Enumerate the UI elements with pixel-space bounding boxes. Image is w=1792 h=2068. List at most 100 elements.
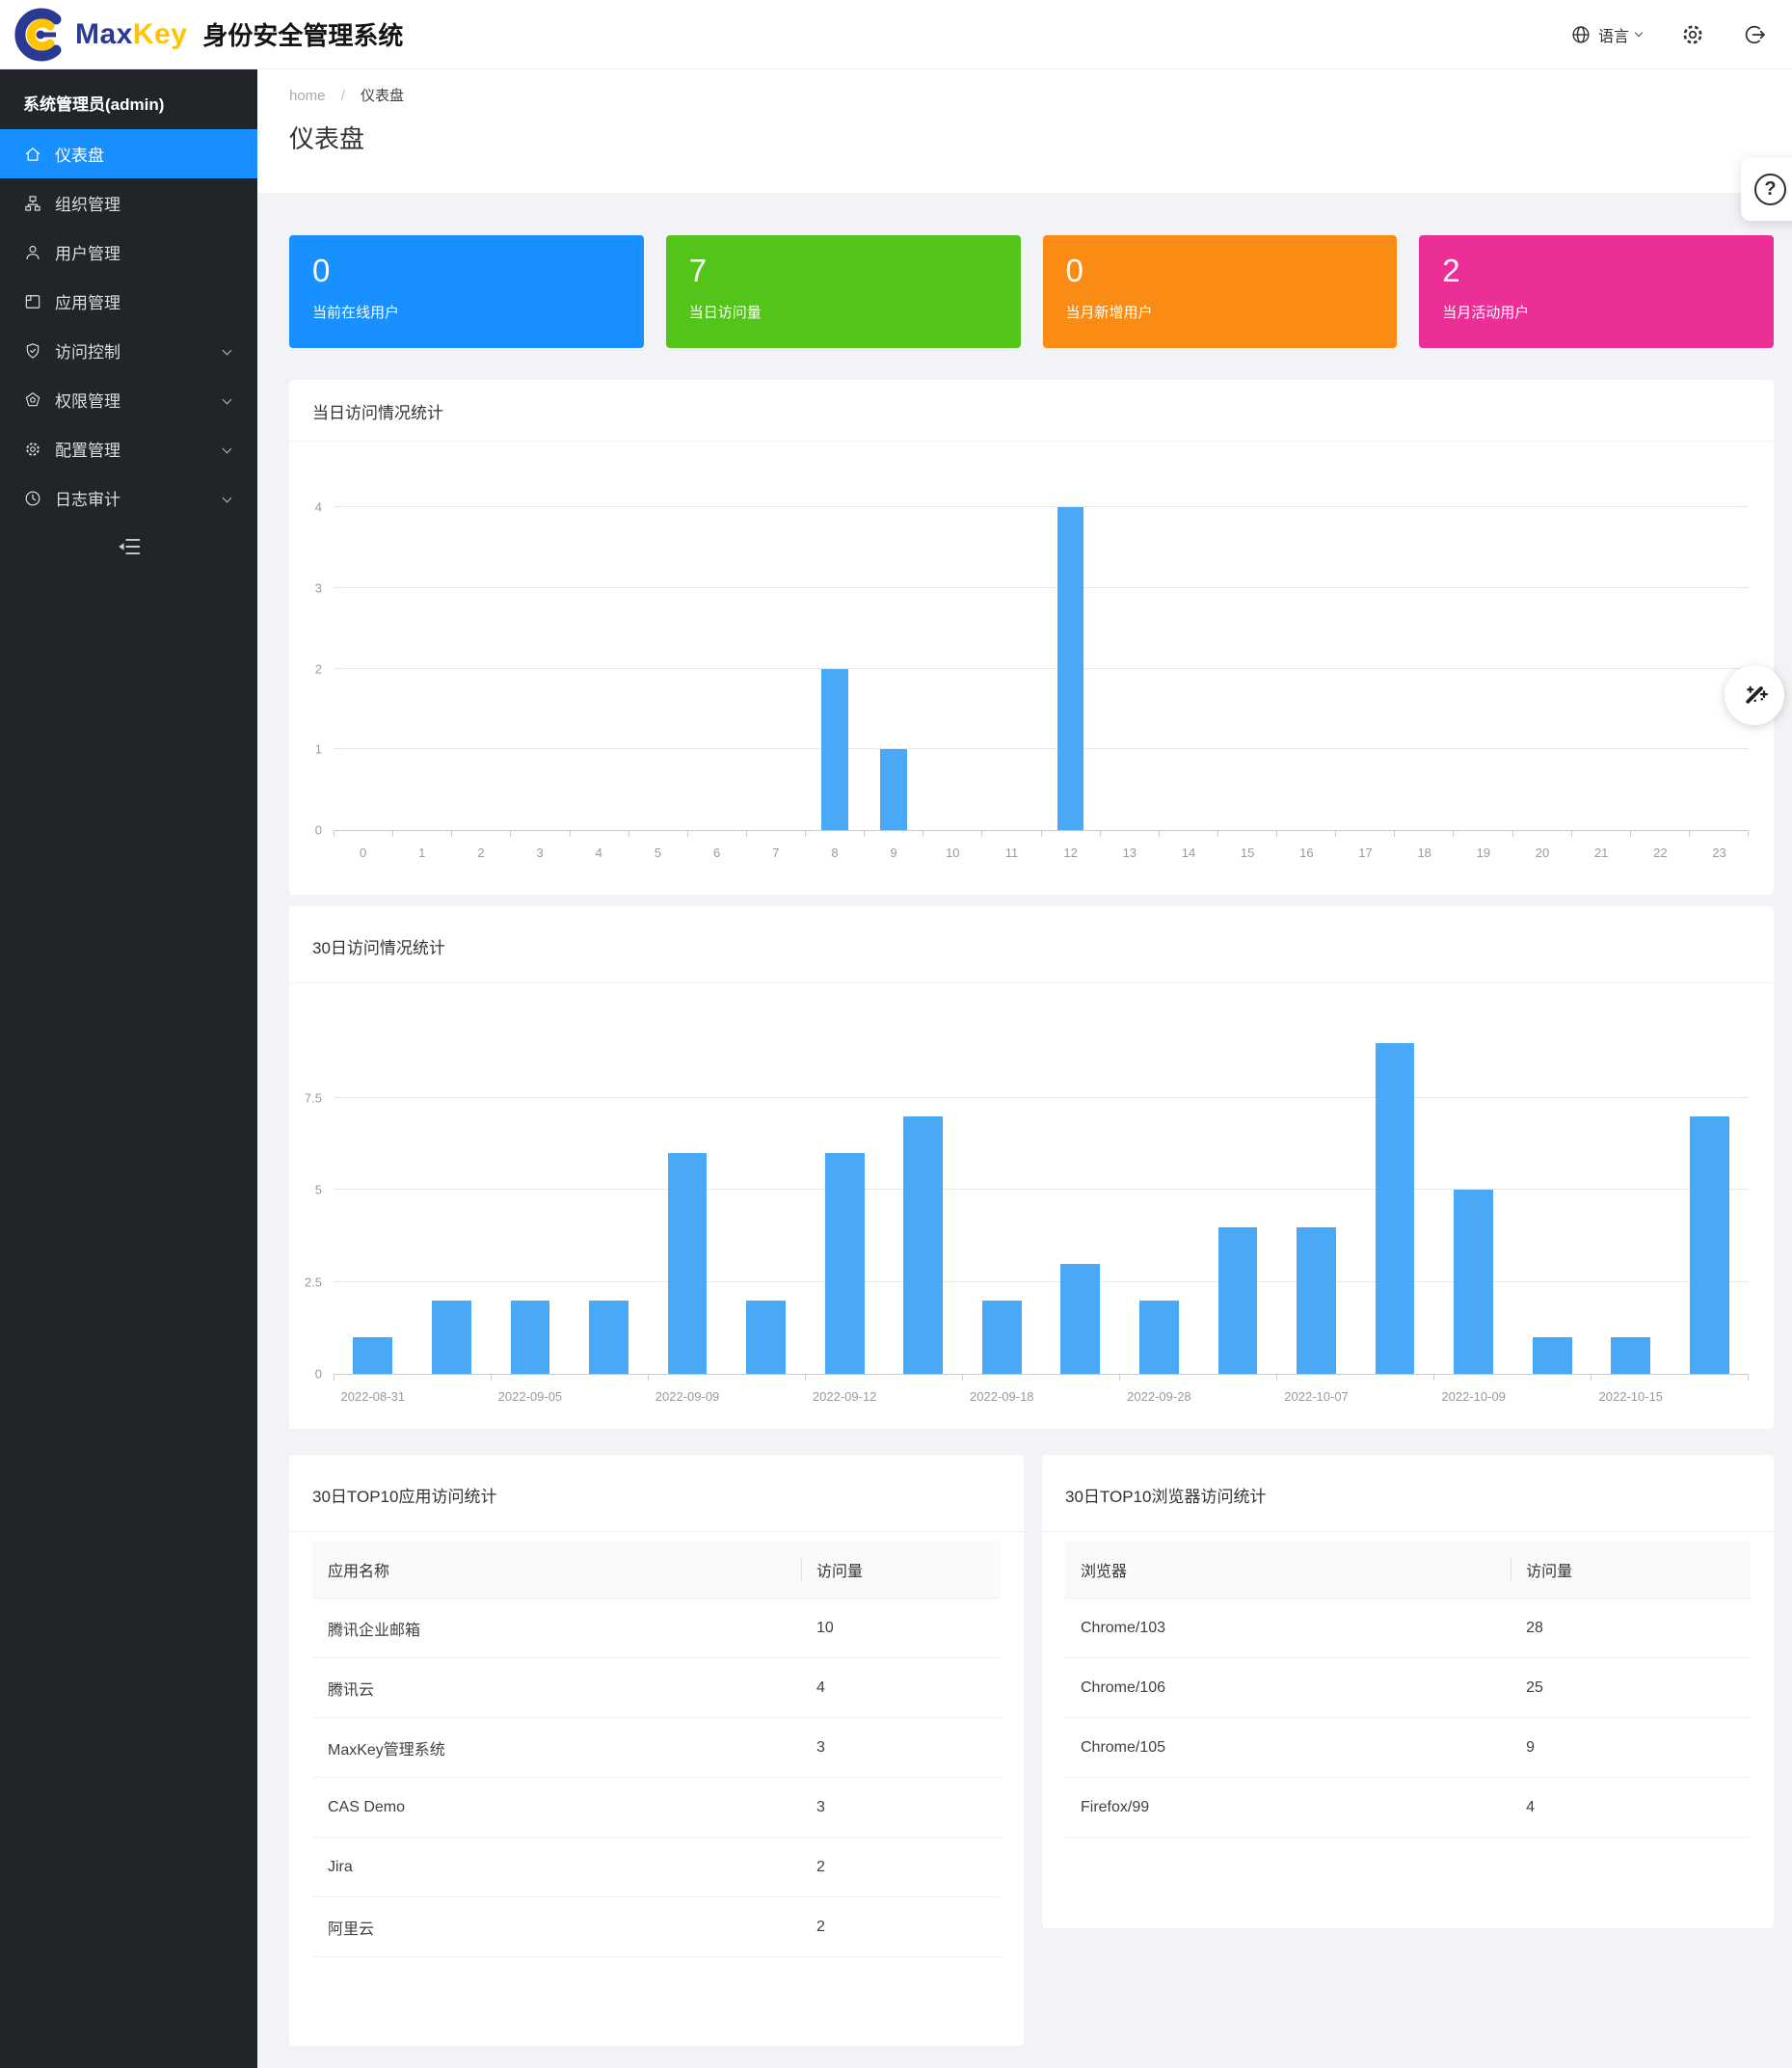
x-axis-labels: 2022-08-31 2022-09-05 2022-09-09 2022-09-12…: [334, 1381, 1749, 1404]
sidebar-item-users[interactable]: 用户管理: [0, 228, 257, 277]
axis-tick: [452, 831, 512, 837]
gear-icon: [26, 442, 40, 456]
x-axis-label: 2022-10-07: [1284, 1389, 1349, 1404]
cell-visits: 2: [816, 1918, 825, 1935]
stat-value: 0: [312, 253, 331, 288]
band: [1277, 1025, 1356, 1374]
axis-tick: [1336, 831, 1396, 837]
breadcrumb-home-link[interactable]: home: [289, 88, 326, 104]
axis-tick: [923, 831, 983, 837]
x-axis-ticks: [334, 831, 1749, 837]
top-header: MaxKey 身份安全管理系统 语言: [0, 0, 1792, 69]
chevron-down-icon: [222, 443, 232, 454]
cell-name: Chrome/105: [1081, 1738, 1166, 1756]
x-axis-label: 9: [890, 846, 897, 860]
bar-9: [1060, 1263, 1101, 1374]
x-axis-label: 2022-10-09: [1441, 1389, 1506, 1404]
globe-icon: [1572, 25, 1590, 43]
band: [334, 1025, 413, 1374]
cell-name: Jira: [328, 1858, 353, 1875]
axis-tick: [963, 1375, 1120, 1381]
column-header-visits: 访问量: [1511, 1558, 1751, 1581]
band: [1159, 507, 1217, 830]
menu-fold-icon: [118, 538, 140, 555]
axis-tick: [334, 1375, 492, 1381]
maxkey-logo: MaxKey 身份安全管理系统: [13, 8, 403, 62]
axis-tick: [1513, 831, 1572, 837]
panel-30day-visits: 30日访问情况统计 0 2.5 5 7.5 2022-08-31 2022-09-05 2…: [289, 906, 1774, 1429]
x-axis-label: [570, 1389, 649, 1404]
sidebar-item-label: 用户管理: [55, 245, 120, 263]
browsers-table: 浏览器 访问量 Chrome/103 28 Chrome/106 25 Chrome/1…: [1065, 1541, 1751, 1838]
user-icon: [26, 245, 40, 259]
x-axis-label: 18: [1417, 846, 1431, 860]
sidebar-item-permissions[interactable]: 权限管理: [0, 375, 257, 424]
cell-name: 腾讯云: [328, 1681, 375, 1699]
theme-switch-button[interactable]: [1725, 665, 1784, 725]
cell-name: 阿里云: [328, 1920, 375, 1938]
band: [687, 507, 746, 830]
sidebar-user: 系统管理员(admin): [23, 95, 165, 114]
x-axis-label: [1671, 1389, 1750, 1404]
band: [1336, 507, 1395, 830]
maxkey-logo-icon: [14, 8, 62, 61]
stat-card-online-users: 0 当前在线用户: [289, 235, 644, 348]
y-axis-label: 2: [314, 661, 322, 676]
panel-top10-browsers: 30日TOP10浏览器访问统计 浏览器 访问量 Chrome/103 28 Chro…: [1042, 1455, 1774, 1928]
language-selector[interactable]: 语言: [1570, 23, 1644, 46]
sidebar-item-applications[interactable]: 应用管理: [0, 277, 257, 326]
sidebar-item-access-control[interactable]: 访问控制: [0, 326, 257, 375]
axis-tick: [1690, 831, 1749, 837]
x-axis-label: 2022-09-05: [497, 1389, 563, 1404]
sidebar-item-audit-logs[interactable]: 日志审计: [0, 473, 257, 523]
band: [884, 1025, 963, 1374]
apps-icon: [25, 294, 40, 309]
bar-9: [880, 749, 907, 830]
system-title: 身份安全管理系统: [202, 21, 404, 50]
band: [746, 507, 805, 830]
axis-tick: [1572, 831, 1631, 837]
x-axis-label: 11: [1004, 846, 1019, 860]
axis-tick: [1218, 831, 1277, 837]
settings-button[interactable]: [1680, 22, 1705, 47]
band: [1100, 507, 1159, 830]
band: [1454, 507, 1512, 830]
axis-tick: [1120, 1375, 1277, 1381]
bar-5: [746, 1300, 786, 1374]
stat-value: 0: [1065, 253, 1083, 288]
sidebar: 系统管理员(admin) 仪表盘 组织管理 用户管理 应用管理: [0, 69, 257, 2068]
bar-17: [1689, 1116, 1729, 1374]
stat-label: 当日访问量: [688, 305, 762, 321]
bar-7: [903, 1116, 944, 1374]
table-row: 腾讯企业邮箱 10: [312, 1598, 1001, 1658]
cell-name: Chrome/103: [1081, 1619, 1166, 1636]
axis-tick: [806, 1375, 963, 1381]
cell-visits: 9: [1526, 1738, 1536, 1756]
bar-12: [1297, 1226, 1336, 1374]
monthly-visits-bar-chart: 0 2.5 5 7.5 2022-08-31 2022-09-05 2022-09-09 2…: [289, 1025, 1774, 1404]
x-axis-label: 19: [1476, 846, 1491, 860]
axis-tick: [982, 831, 1042, 837]
band: [1434, 1025, 1513, 1374]
cell-visits: 25: [1526, 1679, 1543, 1696]
sidebar-item-organizations[interactable]: 组织管理: [0, 178, 257, 228]
bar-14: [1454, 1190, 1494, 1374]
axis-tick: [1042, 831, 1101, 837]
sidebar-item-configuration[interactable]: 配置管理: [0, 424, 257, 473]
stat-label: 当月新增用户: [1065, 305, 1153, 321]
table-row: Jira 2: [312, 1838, 1001, 1897]
gridline: [334, 1280, 1749, 1282]
x-axis-label: 5: [654, 846, 662, 860]
sidebar-item-dashboard[interactable]: 仪表盘: [0, 129, 257, 178]
band: [570, 507, 629, 830]
bar-3: [589, 1300, 629, 1374]
table-row: Chrome/103 28: [1065, 1598, 1751, 1658]
band: [1572, 507, 1631, 830]
logout-button[interactable]: [1744, 23, 1767, 46]
stat-label: 当前在线用户: [312, 305, 400, 321]
x-axis-label: [1355, 1389, 1434, 1404]
band: [1218, 507, 1277, 830]
sidebar-collapse-button[interactable]: [0, 523, 257, 571]
help-button[interactable]: ?: [1741, 157, 1792, 221]
